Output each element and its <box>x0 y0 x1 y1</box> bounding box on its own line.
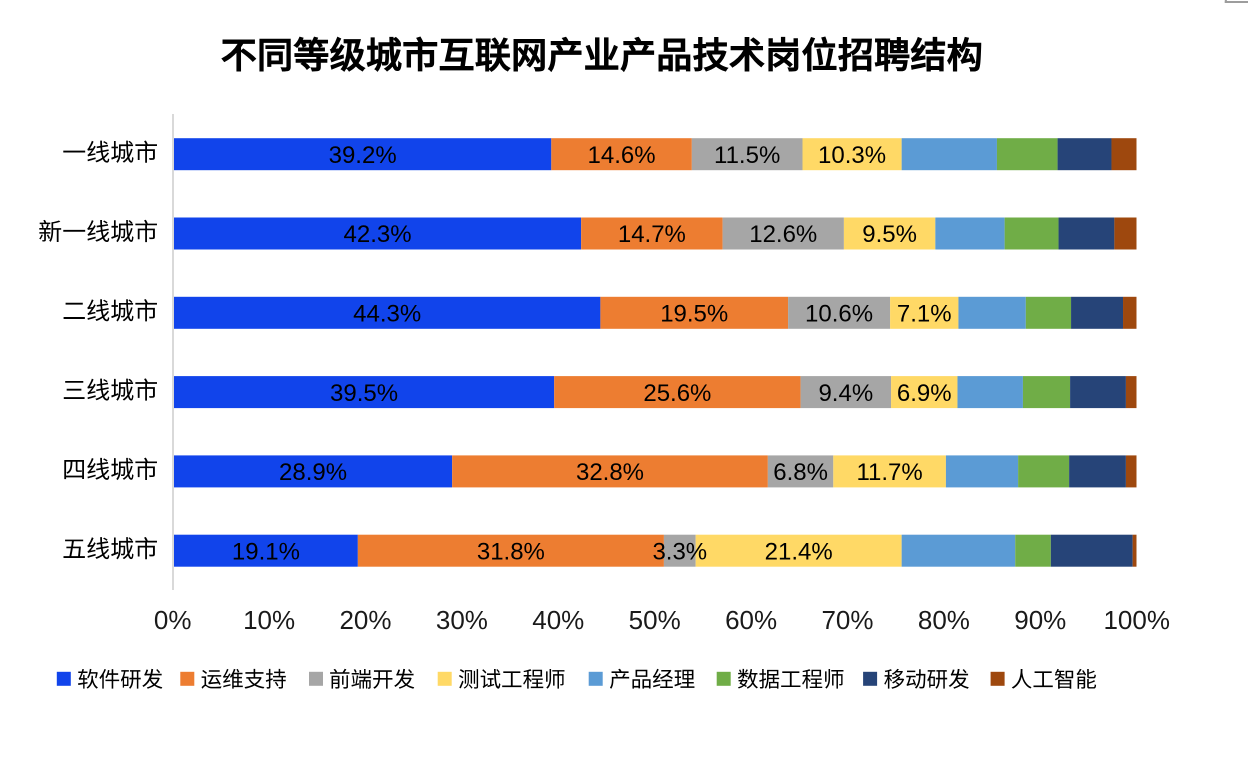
svg-text:11.5%: 11.5% <box>714 142 780 169</box>
svg-text:44.3%: 44.3% <box>353 300 421 327</box>
svg-text:32.8%: 32.8% <box>576 459 644 486</box>
svg-text:21.4%: 21.4% <box>765 538 833 565</box>
svg-text:19.5%: 19.5% <box>660 300 728 327</box>
svg-text:28.9%: 28.9% <box>279 459 347 486</box>
svg-text:39.5%: 39.5% <box>330 380 398 407</box>
svg-text:6.9%: 6.9% <box>897 380 952 407</box>
svg-text:6.8%: 6.8% <box>773 459 828 486</box>
svg-text:90%: 90% <box>1014 605 1066 635</box>
svg-text:60%: 60% <box>725 605 777 635</box>
svg-text:50%: 50% <box>629 605 681 635</box>
svg-text:0%: 0% <box>154 605 192 635</box>
svg-text:14.7%: 14.7% <box>618 221 686 248</box>
svg-text:9.4%: 9.4% <box>818 380 873 407</box>
svg-text:10%: 10% <box>243 605 295 635</box>
svg-text:7.1%: 7.1% <box>897 300 952 327</box>
svg-text:12.6%: 12.6% <box>749 221 817 248</box>
svg-text:40%: 40% <box>532 605 584 635</box>
svg-text:70%: 70% <box>821 605 873 635</box>
svg-text:10.3%: 10.3% <box>818 142 886 169</box>
svg-text:14.6%: 14.6% <box>588 142 656 169</box>
svg-text:9.5%: 9.5% <box>862 221 917 248</box>
svg-text:3.3%: 3.3% <box>652 538 707 565</box>
svg-text:19.1%: 19.1% <box>232 538 300 565</box>
svg-text:11.7%: 11.7% <box>856 459 922 486</box>
svg-text:31.8%: 31.8% <box>477 538 545 565</box>
svg-text:20%: 20% <box>339 605 391 635</box>
svg-text:100%: 100% <box>1103 605 1170 635</box>
svg-text:39.2%: 39.2% <box>329 142 397 169</box>
svg-text:30%: 30% <box>436 605 488 635</box>
svg-text:42.3%: 42.3% <box>344 221 412 248</box>
svg-text:80%: 80% <box>918 605 970 635</box>
svg-text:10.6%: 10.6% <box>805 300 873 327</box>
svg-text:25.6%: 25.6% <box>643 380 711 407</box>
